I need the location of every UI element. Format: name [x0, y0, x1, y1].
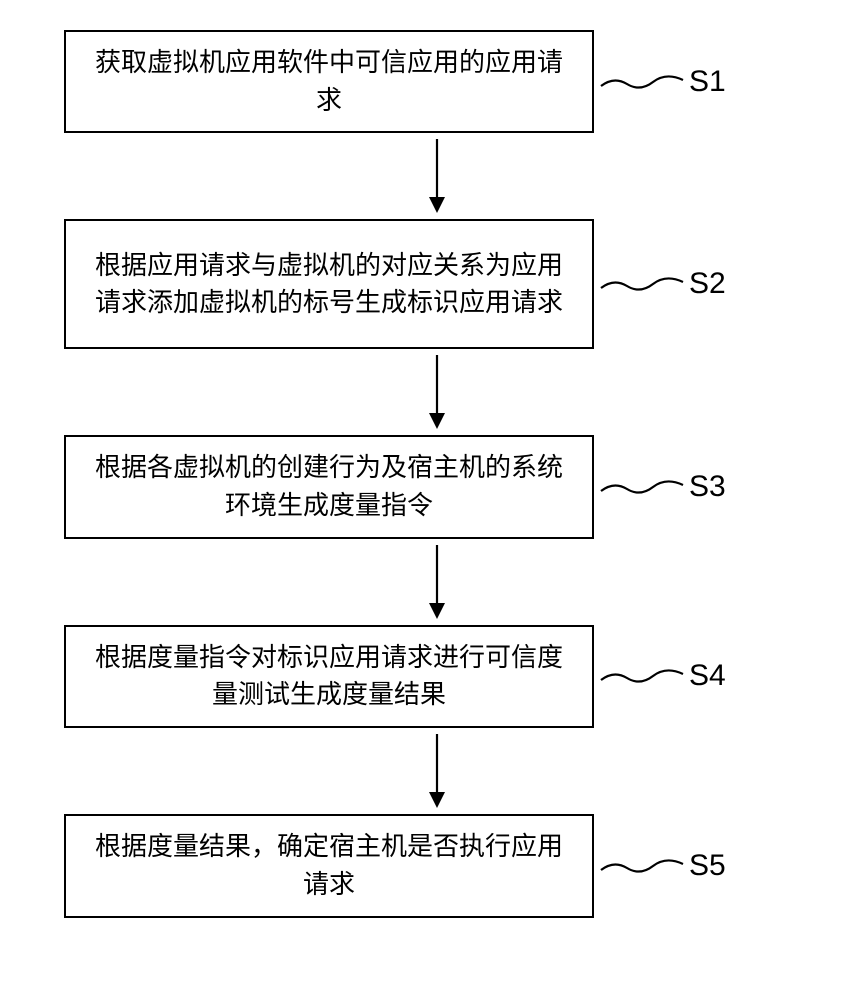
squiggle-connector	[599, 72, 689, 92]
box-text: 根据度量指令对标识应用请求进行可信度量测试生成度量结果	[86, 639, 572, 714]
arrow-wrap	[172, 355, 702, 429]
flowchart-box-s4: 根据度量指令对标识应用请求进行可信度量测试生成度量结果	[64, 625, 594, 728]
flowchart-box-s5: 根据度量结果，确定宿主机是否执行应用请求	[64, 814, 594, 917]
label-wrap: S1	[689, 65, 809, 99]
squiggle-connector	[599, 477, 689, 497]
label-wrap: S5	[689, 849, 809, 883]
arrow-down-icon	[422, 355, 452, 429]
arrow-wrap	[172, 139, 702, 213]
squiggle-connector	[599, 274, 689, 294]
step-label: S2	[689, 267, 726, 300]
squiggle-connector	[599, 856, 689, 876]
step-label: S5	[689, 849, 726, 882]
flowchart-box-s1: 获取虚拟机应用软件中可信应用的应用请求	[64, 30, 594, 133]
label-wrap: S2	[689, 267, 809, 301]
flowchart-row: 根据度量指令对标识应用请求进行可信度量测试生成度量结果 S4	[64, 625, 809, 728]
arrow-wrap	[172, 545, 702, 619]
flowchart-container: 获取虚拟机应用软件中可信应用的应用请求 S1 根据应用请求与虚拟机的对应关系为应…	[0, 0, 843, 918]
flowchart-row: 根据应用请求与虚拟机的对应关系为应用请求添加虚拟机的标号生成标识应用请求 S2	[64, 219, 809, 349]
box-text: 获取虚拟机应用软件中可信应用的应用请求	[86, 44, 572, 119]
arrow-wrap	[172, 734, 702, 808]
box-text: 根据各虚拟机的创建行为及宿主机的系统环境生成度量指令	[86, 449, 572, 524]
flowchart-box-s3: 根据各虚拟机的创建行为及宿主机的系统环境生成度量指令	[64, 435, 594, 538]
squiggle-connector	[599, 666, 689, 686]
step-label: S3	[689, 470, 726, 503]
box-text: 根据应用请求与虚拟机的对应关系为应用请求添加虚拟机的标号生成标识应用请求	[86, 247, 572, 322]
arrow-down-icon	[422, 734, 452, 808]
flowchart-row: 获取虚拟机应用软件中可信应用的应用请求 S1	[64, 30, 809, 133]
label-wrap: S4	[689, 659, 809, 693]
arrow-down-icon	[422, 139, 452, 213]
flowchart-box-s2: 根据应用请求与虚拟机的对应关系为应用请求添加虚拟机的标号生成标识应用请求	[64, 219, 594, 349]
arrow-down-icon	[422, 545, 452, 619]
label-wrap: S3	[689, 470, 809, 504]
flowchart-row: 根据度量结果，确定宿主机是否执行应用请求 S5	[64, 814, 809, 917]
step-label: S1	[689, 65, 726, 98]
box-text: 根据度量结果，确定宿主机是否执行应用请求	[86, 828, 572, 903]
step-label: S4	[689, 659, 726, 692]
flowchart-row: 根据各虚拟机的创建行为及宿主机的系统环境生成度量指令 S3	[64, 435, 809, 538]
